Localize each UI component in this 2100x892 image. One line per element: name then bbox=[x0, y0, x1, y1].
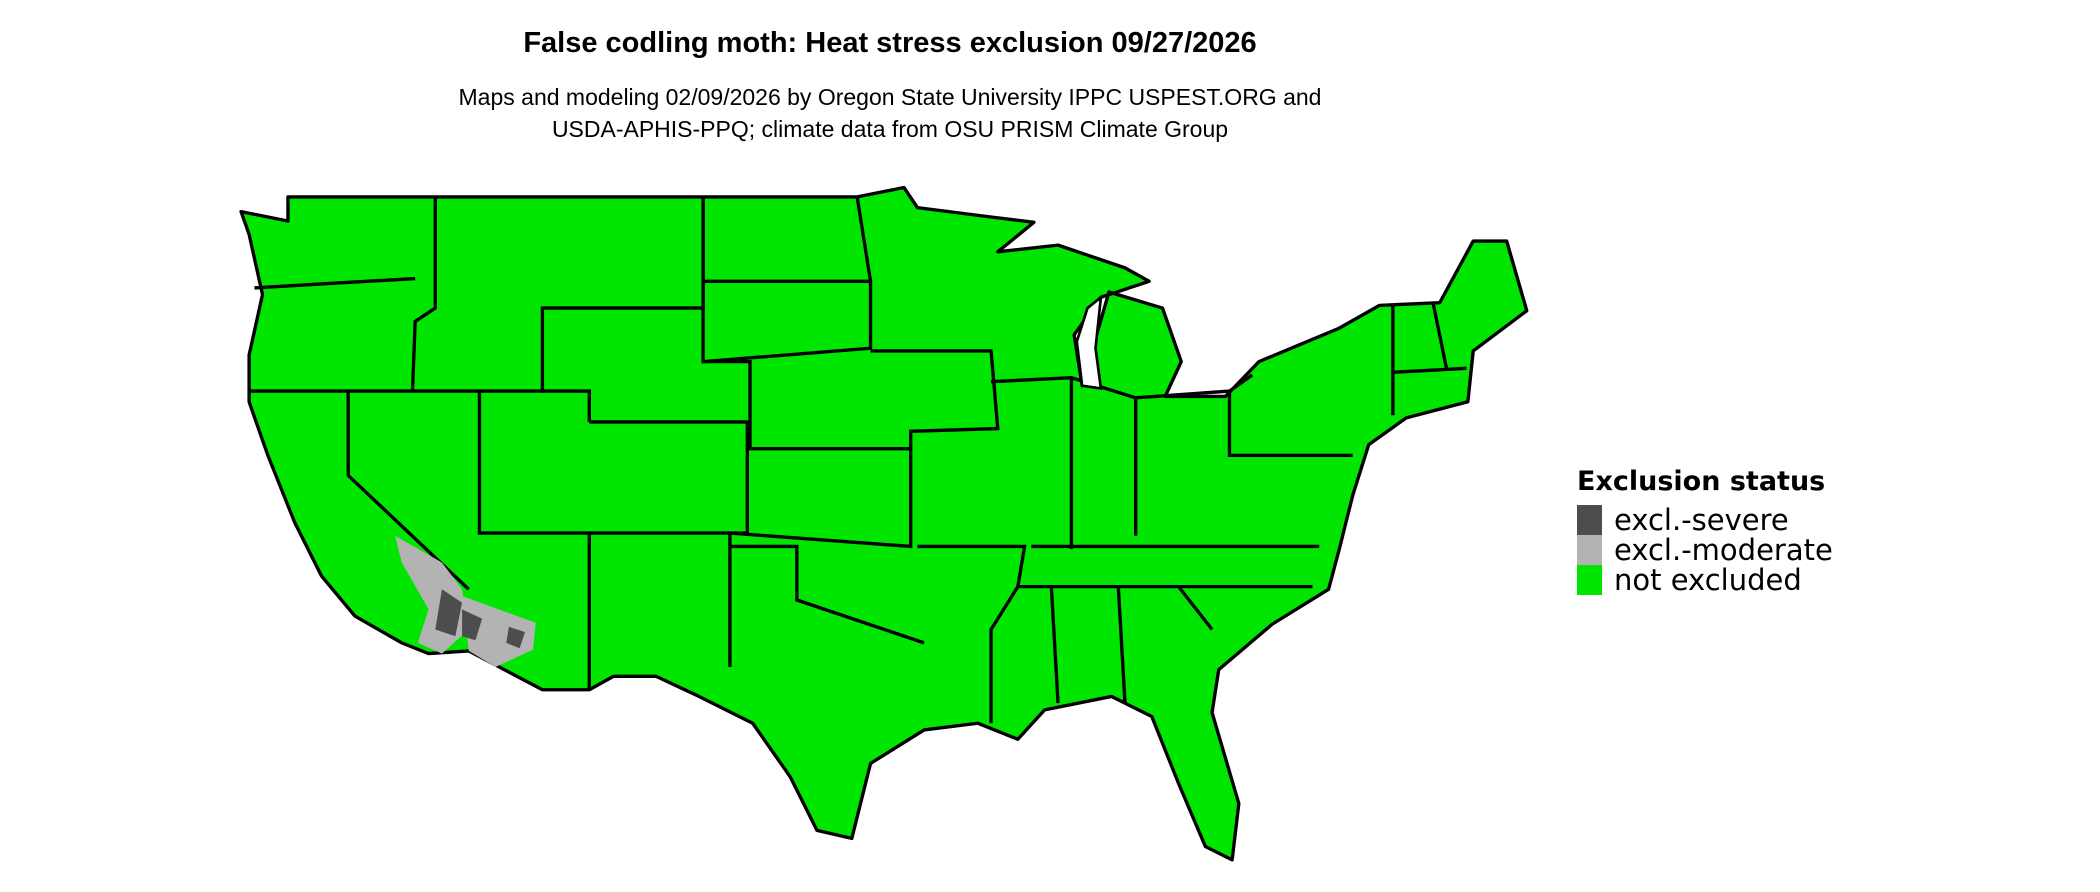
legend-item-moderate: excl.-moderate bbox=[1577, 535, 1833, 565]
legend-title: Exclusion status bbox=[1577, 466, 1826, 497]
legend-label: not excluded bbox=[1614, 563, 1802, 597]
legend: Exclusion status excl.-severe excl.-mode… bbox=[1577, 466, 1833, 595]
legend-swatch-not-excluded bbox=[1577, 565, 1602, 595]
legend-label: excl.-moderate bbox=[1614, 533, 1833, 567]
legend-swatch-severe bbox=[1577, 505, 1602, 535]
map-subtitle-line-2: USDA-APHIS-PPQ; climate data from OSU PR… bbox=[551, 116, 1229, 142]
state-borders bbox=[249, 196, 1467, 724]
legend-item-severe: excl.-severe bbox=[1577, 505, 1833, 535]
legend-swatch-moderate bbox=[1577, 535, 1602, 565]
legend-item-not-excluded: not excluded bbox=[1577, 565, 1833, 595]
exclusion-patches bbox=[395, 535, 536, 667]
map-title: False codling moth: Heat stress exclusio… bbox=[523, 27, 1257, 59]
map-subtitle-line-1: Maps and modeling 02/09/2026 by Oregon S… bbox=[458, 84, 1322, 110]
legend-label: excl.-severe bbox=[1614, 503, 1789, 537]
lake-michigan bbox=[1075, 294, 1103, 390]
